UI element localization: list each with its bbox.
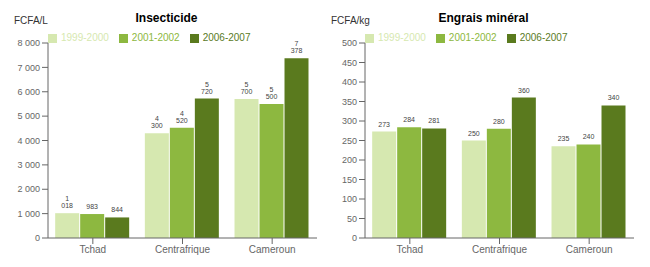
svg-text:150: 150 [342, 175, 357, 185]
svg-text:0: 0 [352, 233, 357, 243]
svg-text:1 000: 1 000 [17, 209, 40, 219]
svg-text:7 000: 7 000 [17, 63, 40, 73]
svg-text:250: 250 [468, 130, 480, 137]
svg-text:Centrafrique: Centrafrique [155, 244, 210, 255]
svg-text:360: 360 [518, 87, 530, 94]
svg-text:5 000: 5 000 [17, 111, 40, 121]
svg-text:2 000: 2 000 [17, 184, 40, 194]
svg-text:200: 200 [342, 155, 357, 165]
svg-text:3 000: 3 000 [17, 160, 40, 170]
svg-text:983: 983 [86, 203, 98, 210]
html-text:FCFA/L: FCFA/L [14, 15, 48, 26]
svg-text:6 000: 6 000 [17, 87, 40, 97]
svg-text:8 000: 8 000 [17, 38, 40, 48]
svg-text:450: 450 [342, 58, 357, 68]
svg-text:340: 340 [608, 94, 620, 101]
svg-text:50: 50 [347, 214, 357, 224]
svg-text:4 000: 4 000 [17, 136, 40, 146]
svg-text:280: 280 [493, 118, 505, 125]
svg-text:5720: 5720 [201, 81, 213, 95]
svg-text:273: 273 [378, 121, 390, 128]
svg-text:Tchad: Tchad [396, 244, 423, 255]
svg-text:844: 844 [111, 206, 123, 213]
html-text:2001-2002: 2001-2002 [131, 32, 180, 43]
html-text:2001-2002: 2001-2002 [448, 32, 497, 43]
svg-text:Cameroun: Cameroun [566, 244, 613, 255]
html-text:1999-2000: 1999-2000 [61, 32, 109, 43]
html-text:FCFA/kg: FCFA/kg [331, 15, 370, 26]
svg-text:250: 250 [342, 136, 357, 146]
svg-text:7378: 7378 [291, 40, 303, 54]
svg-text:1018: 1018 [61, 195, 73, 209]
svg-text:235: 235 [558, 135, 570, 142]
svg-text:Tchad: Tchad [79, 244, 106, 255]
svg-text:281: 281 [428, 117, 440, 124]
svg-text:Cameroun: Cameroun [249, 244, 296, 255]
html-text:1999-2000: 1999-2000 [378, 32, 426, 43]
svg-text:5700: 5700 [241, 81, 253, 95]
svg-text:5500: 5500 [266, 86, 278, 100]
svg-text:4300: 4300 [151, 115, 163, 129]
svg-text:0: 0 [35, 233, 40, 243]
svg-text:300: 300 [342, 116, 357, 126]
html-text:Insecticide: Insecticide [135, 11, 198, 25]
html-text:2006-2007: 2006-2007 [202, 32, 251, 43]
svg-text:Centrafrique: Centrafrique [472, 244, 527, 255]
svg-text:400: 400 [342, 77, 357, 87]
svg-text:500: 500 [342, 38, 357, 48]
svg-text:350: 350 [342, 97, 357, 107]
svg-text:284: 284 [403, 116, 415, 123]
svg-text:4520: 4520 [176, 110, 188, 124]
svg-text:100: 100 [342, 194, 357, 204]
html-text:Engrais minéral: Engrais minéral [438, 11, 529, 25]
html-text:2006-2007: 2006-2007 [519, 32, 568, 43]
svg-text:240: 240 [583, 133, 595, 140]
